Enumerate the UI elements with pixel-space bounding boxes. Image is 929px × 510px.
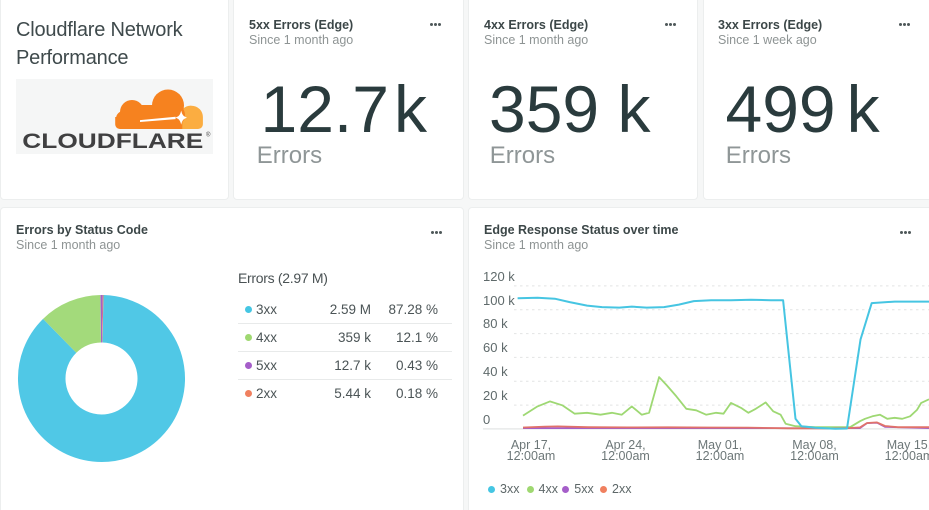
svg-text:®: ® bbox=[206, 132, 211, 139]
svg-text:CLOUDFLARE: CLOUDFLARE bbox=[22, 130, 203, 153]
